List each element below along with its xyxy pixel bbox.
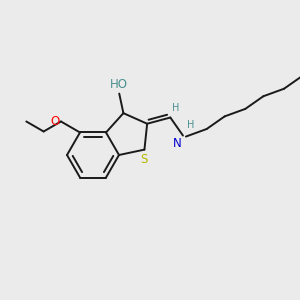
Text: N: N (173, 136, 182, 149)
Text: H: H (187, 119, 194, 130)
Text: H: H (172, 103, 180, 112)
Text: S: S (141, 153, 148, 166)
Text: O: O (51, 115, 60, 128)
Text: HO: HO (110, 78, 128, 91)
